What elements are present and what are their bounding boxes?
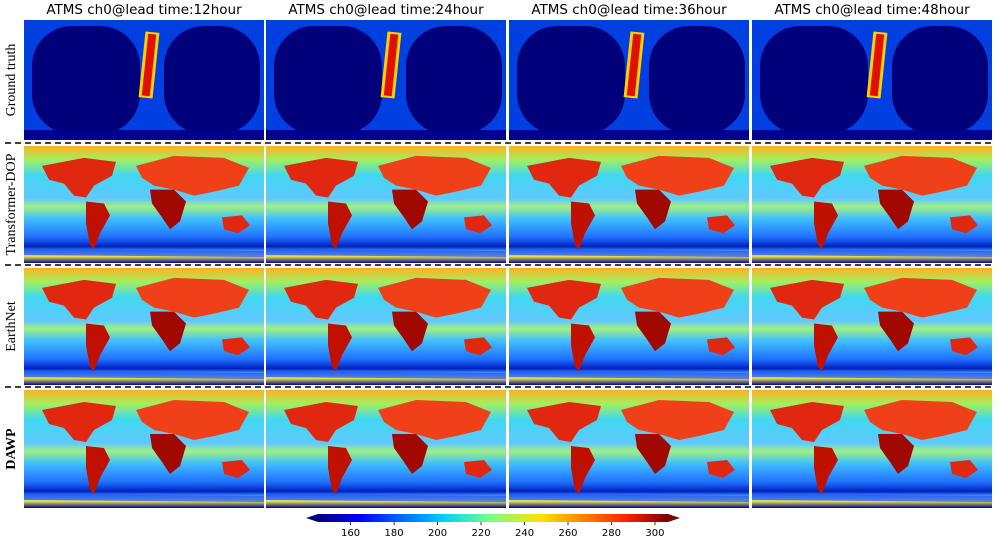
- forecast-map: [509, 268, 749, 385]
- column-title: ATMS ch0@lead time:48hour: [774, 2, 970, 18]
- forecast-map: [509, 390, 749, 508]
- column-title: ATMS ch0@lead time:36hour: [531, 2, 727, 18]
- colorbar-tick-label: 220: [471, 528, 490, 539]
- colorbar-tick-label: 240: [515, 528, 534, 539]
- forecast-map: [752, 268, 992, 385]
- truth-map: [266, 20, 506, 140]
- forecast-map: [509, 146, 749, 263]
- colorbar-tick-label: 160: [341, 528, 360, 539]
- forecast-map: [266, 146, 506, 263]
- colorbar-tick-label: 180: [385, 528, 404, 539]
- colorbar-extend-low: [306, 514, 318, 522]
- forecast-map: [24, 146, 264, 263]
- column-title: ATMS ch0@lead time:24hour: [288, 2, 484, 18]
- colorbar-tick-label: 300: [645, 528, 664, 539]
- forecast-map: [266, 268, 506, 385]
- truth-map: [509, 20, 749, 140]
- colorbar-extend-high: [668, 514, 680, 522]
- row-label: Transformer-DOP: [4, 153, 19, 255]
- row-label: DAWP: [4, 428, 19, 470]
- truth-map: [24, 20, 264, 140]
- forecast-map: [752, 146, 992, 263]
- forecast-map: [24, 390, 264, 508]
- colorbar-tick-label: 200: [428, 528, 447, 539]
- forecast-map: [266, 390, 506, 508]
- colorbar-tick-label: 280: [602, 528, 621, 539]
- truth-map: [752, 20, 992, 140]
- row-label: Ground truth: [4, 44, 19, 117]
- row-label: EarthNet: [4, 301, 19, 352]
- forecast-map: [752, 390, 992, 508]
- colorbar-tick-label: 260: [558, 528, 577, 539]
- column-title: ATMS ch0@lead time:12hour: [46, 2, 242, 18]
- forecast-map: [24, 268, 264, 385]
- colorbar: [318, 514, 668, 522]
